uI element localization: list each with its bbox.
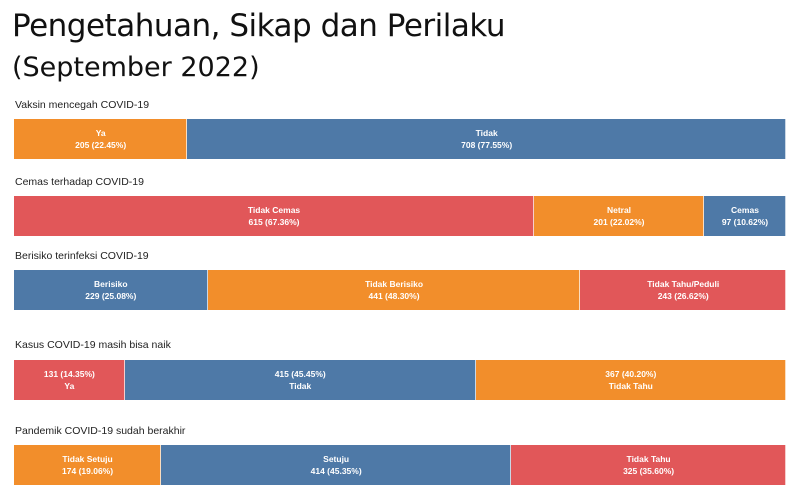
chart-title-cemas: Cemas terhadap COVID-19 [15, 176, 144, 188]
segment-value-label: 708 (77.55%) [461, 140, 513, 150]
segment-value-label: 229 (25.08%) [85, 291, 137, 301]
chart-title-berisiko: Berisiko terinfeksi COVID-19 [15, 250, 149, 262]
bar-segment-berisiko: Berisiko 229 (25.08%) [14, 270, 208, 310]
bar-segment-setuju: Setuju 414 (45.35%) [161, 445, 512, 485]
segment-value-label: 367 (40.20%) [605, 369, 657, 379]
segment-value-label: 243 (26.62%) [657, 291, 709, 301]
bar-segment-netral: Netral 201 (22.02%) [534, 196, 704, 236]
segment-name-label: Tidak Tahu/Peduli [647, 279, 720, 289]
chart-title-kasus: Kasus COVID-19 masih bisa naik [15, 339, 171, 351]
segment-name-label: Tidak Tahu [608, 381, 653, 391]
bar-segment-tidak: Tidak 708 (77.55%) [187, 119, 786, 159]
bar-segment-tidak-cemas: Tidak Cemas 615 (67.36%) [14, 196, 535, 236]
bar-segment-cemas: Cemas 97 (10.62%) [704, 196, 786, 236]
segment-value-label: 131 (14.35%) [43, 369, 95, 379]
segment-value-label: 97 (10.62%) [721, 217, 769, 227]
segment-value-label: 415 (45.45%) [274, 369, 326, 379]
bar-segment-ya: 131 (14.35%) Ya [14, 360, 125, 400]
stacked-bar-kasus: 131 (14.35%) Ya 415 (45.45%) Tidak 367 (40.2… [14, 360, 786, 400]
segment-value-label: 174 (19.06%) [62, 466, 114, 476]
segment-value-label: 414 (45.35%) [310, 466, 362, 476]
segment-name-label: Setuju [323, 454, 350, 464]
segment-name-label: Tidak [289, 381, 312, 391]
segment-value-label: 201 (22.02%) [593, 217, 645, 227]
bar-segment-tidak-berisiko: Tidak Berisiko 441 (48.30%) [207, 270, 581, 310]
segment-name-label: Ya [95, 128, 106, 138]
page-subtitle: (September 2022) [12, 52, 260, 83]
segment-name-label: Ya [64, 381, 75, 391]
bar-segment-ya: Ya 205 (22.45%) [14, 119, 188, 159]
segment-name-label: Tidak Tahu [626, 454, 671, 464]
page-title: Pengetahuan, Sikap dan Perilaku [12, 8, 506, 44]
stacked-bar-berisiko: Berisiko 229 (25.08%) Tidak Berisiko 441 (4… [14, 270, 786, 310]
segment-value-label: 615 (67.36%) [248, 217, 300, 227]
bar-segment-tidak-tahu: 367 (40.20%) Tidak Tahu [475, 360, 786, 400]
segment-value-label: 441 (48.30%) [368, 291, 420, 301]
stacked-bar-pandemik: Tidak Setuju 174 (19.06%) Setuju 414 (45.35… [14, 445, 786, 485]
stacked-bar-vaksin: Ya 205 (22.45%) Tidak 708 (77.55%) [14, 119, 786, 159]
bar-segment-tidak-setuju: Tidak Setuju 174 (19.06%) [14, 445, 162, 485]
bar-segment-tidak-tahu: Tidak Tahu 325 (35.60%) [511, 445, 786, 485]
segment-name-label: Tidak Setuju [62, 454, 113, 464]
segment-value-label: 205 (22.45%) [75, 140, 127, 150]
segment-name-label: Tidak [475, 128, 498, 138]
segment-name-label: Berisiko [94, 279, 128, 289]
chart-title-vaksin: Vaksin mencegah COVID-19 [15, 99, 150, 111]
bar-segment-tidak-tahu-peduli: Tidak Tahu/Peduli 243 (26.62%) [580, 270, 786, 310]
stacked-bar-cemas: Tidak Cemas 615 (67.36%) Netral 201 (22.02%… [14, 196, 786, 236]
segment-name-label: Cemas [731, 205, 759, 215]
segment-name-label: Tidak Cemas [247, 205, 301, 215]
bar-segment-tidak: 415 (45.45%) Tidak [124, 360, 476, 400]
segment-value-label: 325 (35.60%) [623, 466, 675, 476]
segment-name-label: Tidak Berisiko [365, 279, 424, 289]
segment-name-label: Netral [606, 205, 632, 215]
chart-title-pandemik: Pandemik COVID-19 sudah berakhir [15, 425, 186, 437]
